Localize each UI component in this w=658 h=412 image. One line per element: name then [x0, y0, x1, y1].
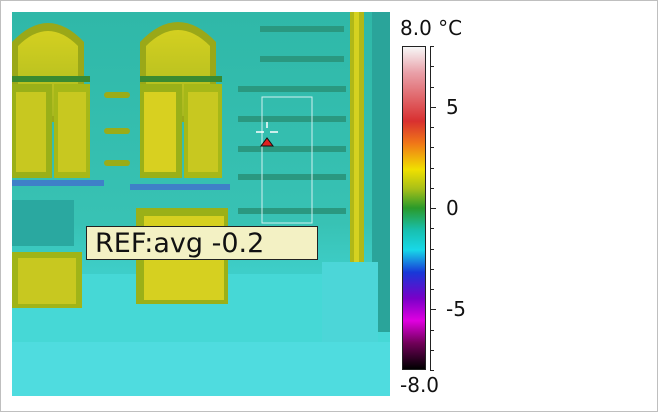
- window-right-pane-b-glass: [188, 92, 218, 172]
- scale-minor-tick: [430, 168, 434, 169]
- scale-minor-tick: [430, 87, 434, 88]
- scale-major-tick: [430, 208, 436, 209]
- roi-rectangle[interactable]: [261, 96, 313, 224]
- scale-tick-label: 5: [446, 95, 459, 119]
- sill-left: [12, 180, 104, 186]
- ground-lower: [12, 342, 390, 396]
- crosshair-icon[interactable]: [256, 122, 278, 133]
- window-left-pane-a-glass: [16, 92, 46, 172]
- scale-tick-label: -5: [446, 297, 466, 321]
- thermal-scene: [12, 12, 390, 396]
- wall-stripes: [238, 26, 346, 214]
- scale-minor-tick: [430, 249, 434, 250]
- spot-marker-icon[interactable]: [260, 137, 274, 147]
- scale-minor-tick: [430, 147, 434, 148]
- scale-minor-tick: [430, 188, 434, 189]
- ornament-1: [104, 92, 130, 98]
- thermal-image: [12, 12, 390, 396]
- scale-minor-tick: [430, 330, 434, 331]
- lower-left-panel: [12, 200, 74, 246]
- scale-major-tick: [430, 107, 436, 108]
- ornament-3: [104, 160, 130, 166]
- scale-max-label: 8.0 °C: [400, 16, 463, 40]
- scale-minor-tick: [430, 370, 434, 371]
- right-pillar: [372, 12, 390, 332]
- scale-tick-label: 0: [446, 196, 459, 220]
- scale-minor-tick: [430, 127, 434, 128]
- window-right-pane-a-glass: [144, 92, 176, 172]
- window-left-pane-b-glass: [58, 92, 86, 172]
- box-structure: [322, 262, 378, 342]
- window-left-transom: [12, 76, 90, 82]
- scale-minor-tick: [430, 228, 434, 229]
- scale-minor-tick: [430, 66, 434, 67]
- drainpipe-highlight: [354, 12, 359, 262]
- color-scale-bar: [402, 46, 426, 370]
- ref-average-label[interactable]: REF:avg -0.2: [86, 226, 318, 260]
- scale-minor-tick: [430, 46, 434, 47]
- ornament-2: [104, 128, 130, 134]
- scale-major-tick: [430, 309, 436, 310]
- window-right-transom: [140, 76, 222, 82]
- lower-left-window-glass: [18, 258, 76, 304]
- scale-minor-tick: [430, 350, 434, 351]
- scale-minor-tick: [430, 269, 434, 270]
- scale-min-label: -8.0: [400, 373, 440, 397]
- sill-right: [130, 184, 230, 190]
- scale-minor-tick: [430, 289, 434, 290]
